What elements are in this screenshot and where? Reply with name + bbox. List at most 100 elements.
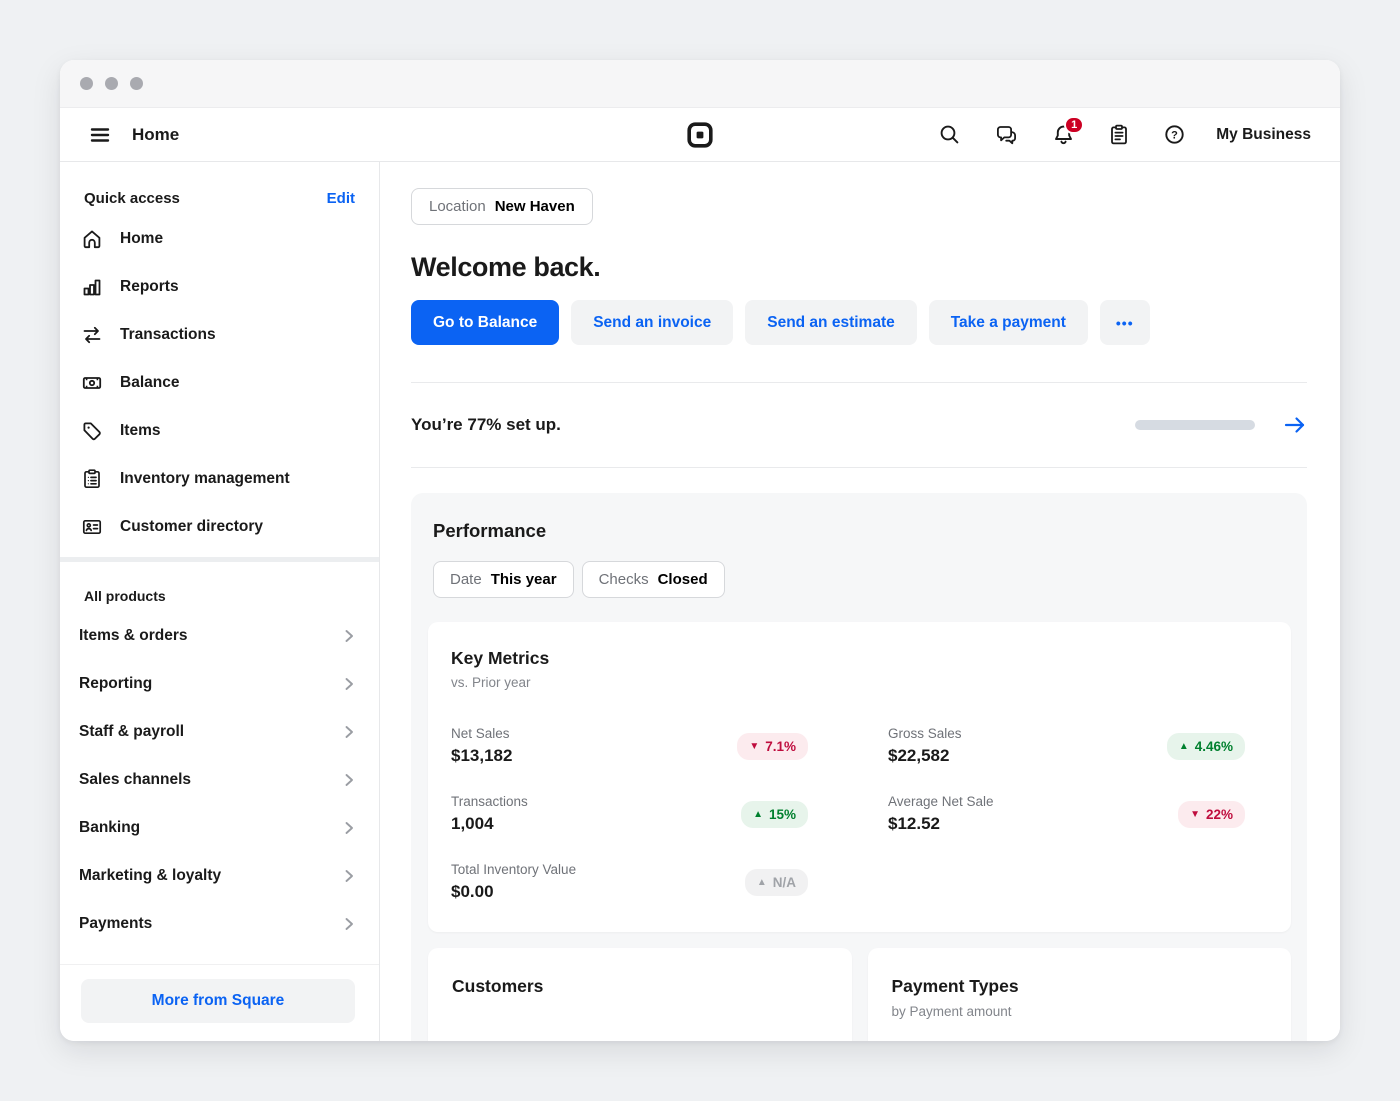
customer-card-icon [81, 516, 103, 538]
window-control-dot[interactable] [130, 77, 143, 90]
notification-count-badge: 1 [1064, 115, 1085, 134]
payment-types-card: Payment Types by Payment amount [867, 948, 1291, 1041]
metric-change-value: 22% [1205, 806, 1233, 822]
window-control-dot[interactable] [80, 77, 93, 90]
metric-label: Transactions [451, 794, 528, 809]
search-icon [939, 124, 960, 145]
main-content: Location New Haven Welcome back. Go to B… [380, 162, 1340, 1041]
location-label: Location [429, 198, 486, 215]
metric-change-value: N/A [772, 874, 796, 890]
clipboard-icon [1109, 124, 1129, 146]
quick-access-heading: Quick access [84, 190, 180, 207]
metric-change-value: 15% [768, 806, 796, 822]
metric-change-value: 4.46% [1194, 738, 1233, 754]
sidebar-item-label: Transactions [120, 326, 216, 343]
sidebar-item-items[interactable]: Items [60, 407, 379, 455]
notifications-button[interactable]: 1 [1049, 115, 1085, 150]
balance-icon [81, 372, 103, 394]
sidebar-item-balance[interactable]: Balance [60, 359, 379, 407]
metric-value: $13,182 [451, 746, 513, 765]
help-button[interactable]: ? [1160, 120, 1189, 149]
hamburger-icon [89, 124, 111, 146]
location-selector[interactable]: Location New Haven [411, 188, 593, 225]
sidebar-item-items-and-orders[interactable]: Items & orders [60, 612, 379, 660]
metric-label: Average Net Sale [888, 794, 994, 809]
setup-progress-bar [1135, 420, 1255, 430]
sidebar-item-label: Items [120, 422, 161, 439]
send-estimate-button[interactable]: Send an estimate [745, 300, 917, 345]
business-name-menu[interactable]: My Business [1216, 125, 1311, 143]
sidebar-item-reports[interactable]: Reports [60, 263, 379, 311]
sidebar-item-label: Sales channels [79, 771, 192, 788]
sidebar-item-transactions[interactable]: Transactions [60, 311, 379, 359]
performance-section: Performance Date This year Checks Closed… [411, 493, 1307, 1041]
chevron-right-icon [341, 868, 357, 884]
metric-value: 1,004 [451, 814, 494, 833]
sidebar-item-marketing-and-loyalty[interactable]: Marketing & loyalty [60, 852, 379, 900]
sidebar-item-customer-directory[interactable]: Customer directory [60, 503, 379, 551]
metric-label: Gross Sales [888, 726, 962, 741]
metric-value: $12.52 [888, 814, 940, 833]
take-payment-button[interactable]: Take a payment [928, 300, 1088, 345]
sidebar-item-label: Reporting [79, 675, 153, 692]
key-metrics-heading: Key Metrics [451, 648, 550, 668]
chevron-right-icon [341, 916, 357, 932]
chevron-right-icon [341, 628, 357, 644]
sidebar-item-home[interactable]: Home [60, 215, 379, 263]
hamburger-menu-button[interactable] [85, 120, 115, 150]
location-value: New Haven [494, 198, 575, 215]
all-products-nav: Items & orders Reporting Staff & payroll… [60, 612, 379, 948]
metric-change-badge: ▼ 22% [1178, 800, 1245, 828]
send-invoice-button[interactable]: Send an invoice [571, 300, 734, 345]
sidebar-item-label: Banking [79, 819, 141, 836]
window-titlebar [60, 60, 1340, 108]
sidebar-item-label: Balance [120, 374, 180, 391]
sidebar-item-staff-and-payroll[interactable]: Staff & payroll [60, 708, 379, 756]
metric-change-badge: ▼ 7.1% [737, 732, 808, 760]
window-control-dot[interactable] [105, 77, 118, 90]
sidebar-item-label: Marketing & loyalty [79, 867, 222, 884]
sidebar-item-label: Home [120, 230, 164, 247]
date-filter-chip[interactable]: Date This year [433, 561, 574, 598]
filter-label: Date [450, 571, 482, 588]
divider [411, 467, 1307, 468]
metric-change-value: 7.1% [765, 738, 796, 754]
transactions-icon [81, 324, 103, 346]
sidebar-item-sales-channels[interactable]: Sales channels [60, 756, 379, 804]
metric-change-badge: ▲ N/A [744, 868, 808, 896]
sidebar: Quick access Edit Home Reports [60, 162, 380, 1041]
metric-value: $0.00 [451, 882, 494, 901]
sidebar-item-banking[interactable]: Banking [60, 804, 379, 852]
svg-text:?: ? [1171, 129, 1178, 141]
sidebar-item-label: Staff & payroll [79, 723, 185, 740]
triangle-down-icon: ▼ [749, 740, 760, 752]
orders-button[interactable] [1105, 120, 1133, 150]
payment-types-heading: Payment Types [891, 976, 1019, 996]
messages-button[interactable] [991, 120, 1022, 150]
setup-progress-text: You’re 77% set up. [411, 415, 561, 434]
sidebar-item-label: Customer directory [120, 518, 263, 535]
triangle-down-icon: ▼ [1190, 808, 1200, 820]
search-button[interactable] [935, 120, 964, 149]
sidebar-item-payments[interactable]: Payments [60, 900, 379, 948]
square-logo [687, 121, 713, 148]
sidebar-item-inventory-management[interactable]: Inventory management [60, 455, 379, 503]
chevron-right-icon [341, 724, 357, 740]
metric-transactions: Transactions 1,004 ▲ 15% [451, 794, 832, 834]
chevron-right-icon [341, 676, 357, 692]
sidebar-item-label: Inventory management [120, 470, 290, 487]
welcome-heading: Welcome back. [411, 252, 601, 282]
more-from-square-button[interactable]: More from Square [81, 979, 355, 1023]
go-to-balance-button[interactable]: Go to Balance [411, 300, 560, 345]
edit-quick-access-button[interactable]: Edit [326, 190, 355, 207]
more-actions-button[interactable]: ••• [1099, 300, 1150, 345]
triangle-up-icon: ▲ [1178, 740, 1189, 752]
items-tag-icon [81, 420, 103, 442]
sidebar-item-reporting[interactable]: Reporting [60, 660, 379, 708]
arrow-right-icon[interactable] [1283, 415, 1307, 435]
chat-bubbles-icon [995, 124, 1018, 146]
reports-icon [81, 276, 103, 298]
checks-filter-chip[interactable]: Checks Closed [581, 561, 725, 598]
customers-card: Customers [428, 948, 852, 1041]
setup-progress-row[interactable]: You’re 77% set up. [411, 383, 1307, 467]
